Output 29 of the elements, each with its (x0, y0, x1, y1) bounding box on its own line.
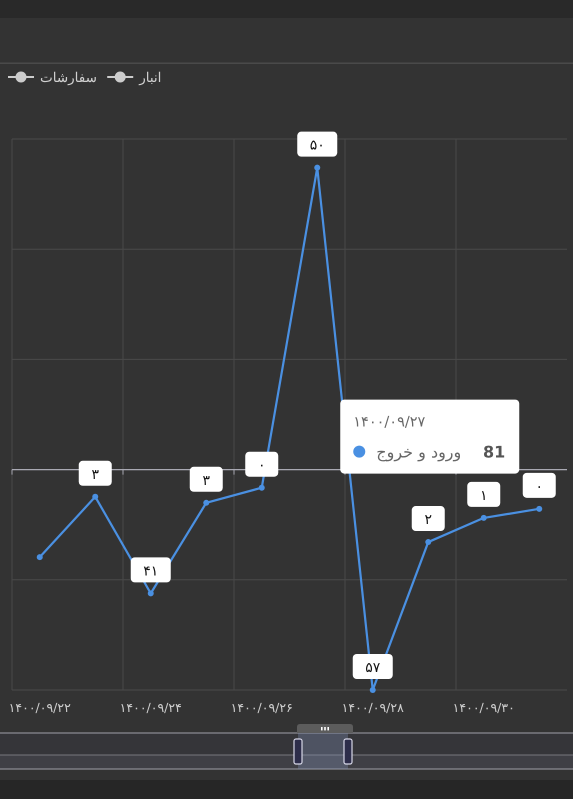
annotation: ۲ (424, 512, 432, 528)
annotation: ۵۰ (310, 138, 325, 154)
annotation: ۳ (202, 472, 210, 489)
point (148, 590, 154, 596)
x-tick-label: ۱۴۰۰/۰۹/۲۸ (342, 700, 404, 715)
legend-label: سفارشات (40, 70, 97, 86)
annotation: ۰ (258, 458, 266, 474)
point (425, 539, 432, 546)
annotation: ۱۴۰۰/۰۹/۲۷ (353, 414, 426, 431)
x-tick-label: ۱۴۰۰/۰۹/۲۴ (120, 700, 182, 715)
point (203, 500, 210, 506)
legend-label: ورود و خروج (376, 442, 462, 462)
annotation: ۰ (535, 478, 544, 495)
point (480, 514, 487, 521)
annotation: 81 (482, 442, 506, 462)
legend-label: انبار (138, 70, 162, 86)
point (92, 494, 98, 500)
x-tick-label: ۱۴۰۰/۰۹/۲۶ (230, 700, 293, 715)
annotation: ۴۱ (143, 563, 158, 580)
annotation: ۳ (91, 466, 100, 483)
annotation: ۱ (480, 488, 488, 504)
x-tick-label: ۱۴۰۰/۰۹/۳۰ (452, 700, 515, 715)
point (536, 506, 542, 512)
point (314, 164, 320, 171)
point (36, 554, 43, 560)
annotation: ۵۷ (365, 660, 381, 676)
x-tick-label: ۱۴۰۰/۰۹/۲۲ (8, 700, 72, 715)
point (370, 687, 376, 693)
point (258, 484, 265, 491)
